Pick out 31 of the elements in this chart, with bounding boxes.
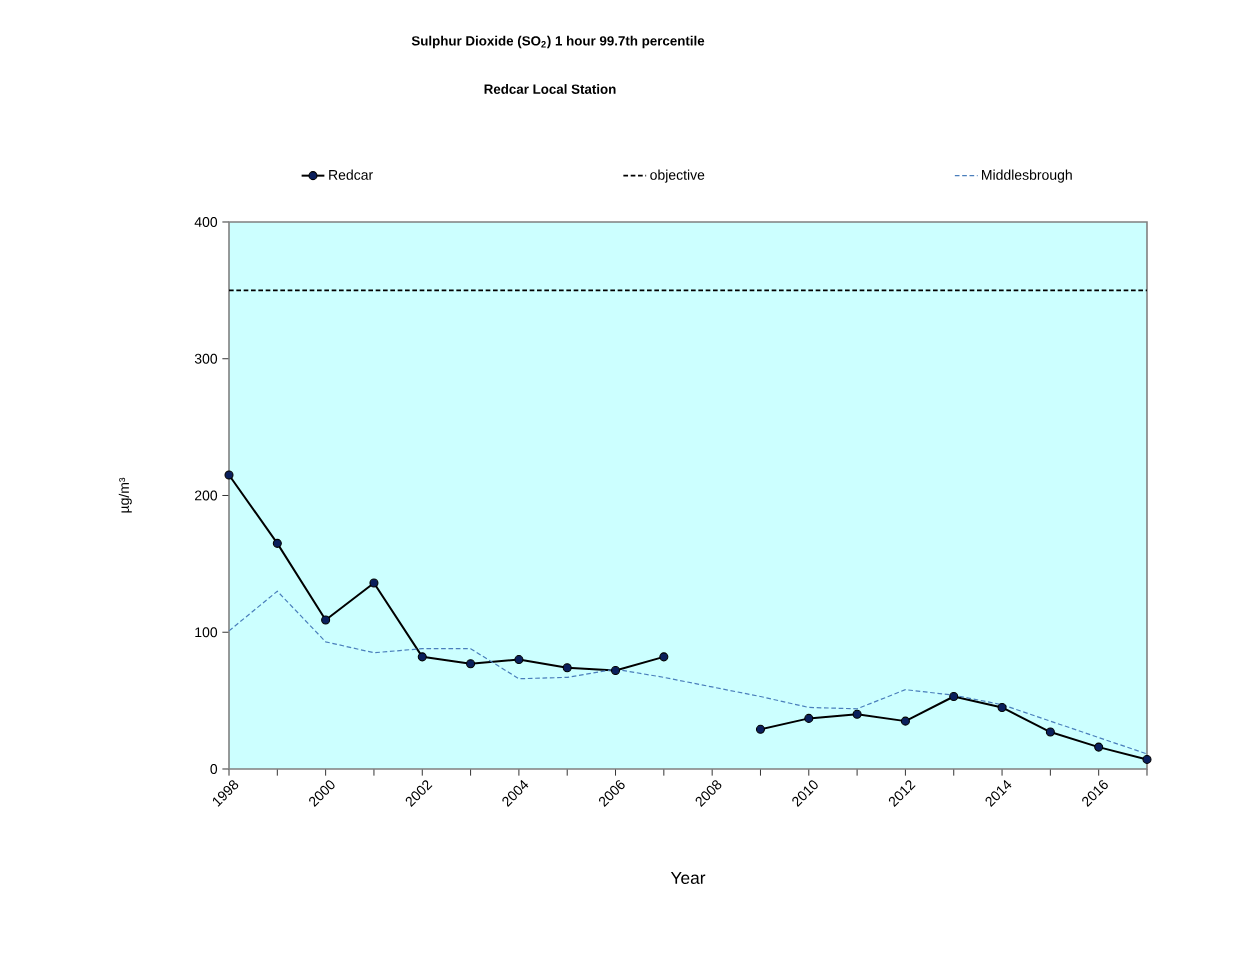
x-axis-title: Year bbox=[670, 871, 706, 884]
point bbox=[369, 578, 379, 588]
point bbox=[562, 663, 572, 673]
legend-label: Redcar bbox=[329, 169, 373, 180]
legend-label: Middlesbrough bbox=[982, 169, 1072, 183]
point bbox=[466, 659, 476, 669]
point bbox=[949, 691, 959, 702]
point bbox=[417, 652, 427, 662]
point bbox=[900, 716, 910, 726]
chart-title: Sulphur Dioxide (SO$_{2}$) 1 hour 99.7th percentile bbox=[411, 35, 705, 49]
chart-subtitle: Redcar Local Station bbox=[484, 84, 616, 94]
legend-label: objective bbox=[650, 169, 705, 183]
point bbox=[272, 538, 282, 548]
point bbox=[1142, 754, 1152, 764]
point bbox=[321, 615, 331, 625]
point bbox=[1045, 727, 1055, 737]
y-tick-label: 300 bbox=[194, 353, 218, 364]
point bbox=[610, 665, 621, 676]
point bbox=[659, 652, 669, 662]
y-axis-title: µg/m³ bbox=[118, 477, 132, 513]
point bbox=[997, 702, 1007, 712]
point bbox=[804, 713, 814, 723]
y-tick-label: 0 bbox=[210, 764, 218, 774]
point bbox=[1094, 742, 1104, 752]
y-tick-label: 400 bbox=[194, 217, 218, 227]
y-tick-label: 200 bbox=[195, 490, 218, 501]
point bbox=[755, 724, 766, 734]
point bbox=[852, 709, 862, 719]
point bbox=[224, 470, 234, 480]
point bbox=[514, 655, 524, 665]
y-tick-label: 100 bbox=[195, 627, 218, 638]
